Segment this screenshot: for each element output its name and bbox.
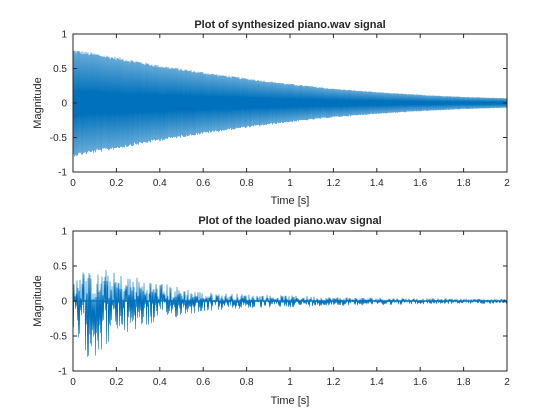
subplot-1-series-1-line <box>72 50 508 157</box>
subplot-2-x-tick-label: 0 <box>70 377 76 388</box>
subplot-2-x-tick-label: 2 <box>504 377 510 388</box>
subplot-2-x-tick-label: 1.4 <box>370 377 384 388</box>
subplot-1-x-tick-label: 1.8 <box>457 178 471 189</box>
subplot-2-y-tick-label: 0 <box>61 297 67 308</box>
subplot-2-x-tick-label: 1.6 <box>413 377 427 388</box>
subplot-1-x-tick-label: 0.4 <box>153 178 167 189</box>
subplot-1-y-label: Magnitude <box>32 77 44 128</box>
subplot-2-y-label: Magnitude <box>32 275 44 326</box>
subplot-1: Plot of synthesized piano.wav signal 0 0.… <box>32 19 510 207</box>
subplot-2-title: Plot of the loaded piano.wav signal <box>198 215 381 227</box>
subplot-1-x-ticks: 0 0.2 0.4 0.6 0.8 1 1.2 1.4 1.6 1.8 2 <box>70 34 510 189</box>
subplot-2-signal <box>72 261 508 357</box>
subplot-2-x-tick-label: 1.8 <box>457 377 471 388</box>
subplot-2-x-tick-label: 0.2 <box>109 377 123 388</box>
subplot-2-y-tick-label: -0.5 <box>50 332 68 343</box>
subplot-1-x-tick-label: 2 <box>504 178 510 189</box>
subplot-1-x-label: Time [s] <box>271 195 310 207</box>
subplot-1-x-tick-label: 0.6 <box>196 178 210 189</box>
subplot-2-x-tick-label: 1.2 <box>326 377 340 388</box>
subplot-2-x-tick-label: 0.4 <box>153 377 167 388</box>
subplot-1-title: Plot of synthesized piano.wav signal <box>194 19 385 31</box>
subplot-2-x-label: Time [s] <box>271 395 310 407</box>
subplot-1-signal <box>72 50 508 157</box>
subplot-2: Plot of the loaded piano.wav signal 0 0.2… <box>32 215 510 407</box>
subplot-1-x-tick-label: 0.8 <box>240 178 254 189</box>
subplot-1-y-ticks: -1 -0.5 0 0.5 1 <box>50 30 507 179</box>
subplot-1-y-tick-label: -0.5 <box>50 133 68 144</box>
subplot-1-x-tick-label: 1 <box>287 178 293 189</box>
subplot-2-y-tick-label: 0.5 <box>53 262 67 273</box>
subplot-2-x-tick-label: 1 <box>287 377 293 388</box>
subplot-2-x-ticks: 0 0.2 0.4 0.6 0.8 1 1.2 1.4 1.6 1.8 2 <box>70 231 510 388</box>
subplot-1-x-tick-label: 1.4 <box>370 178 384 189</box>
subplot-1-y-tick-label: -1 <box>58 168 67 179</box>
subplot-1-y-tick-label: 0.5 <box>53 64 67 75</box>
subplot-1-x-tick-label: 1.6 <box>413 178 427 189</box>
subplot-2-y-tick-label: -1 <box>58 367 67 378</box>
subplot-1-x-tick-label: 0 <box>70 178 76 189</box>
subplot-2-y-tick-label: 1 <box>61 227 67 238</box>
subplot-1-x-tick-label: 0.2 <box>109 178 123 189</box>
subplot-2-x-tick-label: 0.6 <box>196 377 210 388</box>
subplot-2-x-tick-label: 0.8 <box>240 377 254 388</box>
subplot-1-y-tick-label: 0 <box>61 99 67 110</box>
subplot-1-x-tick-label: 1.2 <box>326 178 340 189</box>
subplot-2-y-ticks: -1 -0.5 0 0.5 1 <box>50 227 507 378</box>
subplot-1-y-tick-label: 1 <box>61 30 67 41</box>
